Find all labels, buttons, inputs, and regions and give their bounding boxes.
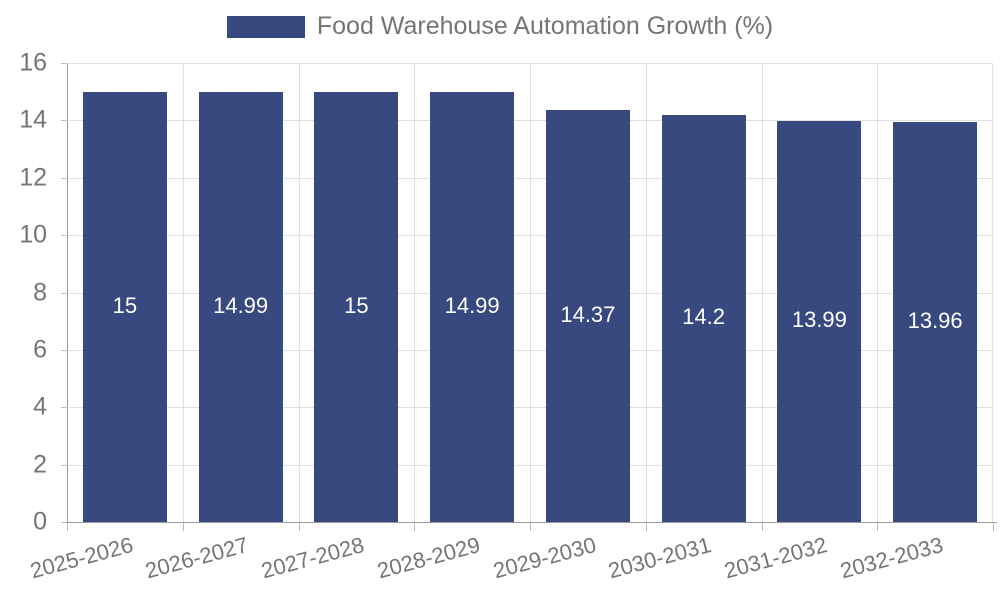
bar-value-label: 14.2	[682, 304, 726, 330]
x-tick-mark	[877, 523, 879, 531]
bar-value-label: 13.96	[907, 307, 963, 333]
y-tick-mark	[61, 292, 67, 294]
v-gridline	[298, 63, 300, 522]
y-tick-label: 10	[19, 220, 47, 249]
bar: 13.99	[777, 120, 862, 522]
v-gridline	[182, 63, 184, 522]
bar: 14.99	[198, 91, 283, 522]
x-tick-label: 2027-2028	[258, 532, 367, 584]
y-tick-mark	[61, 120, 67, 122]
x-tick-mark	[993, 523, 994, 531]
plot-area: 15 14.99 15 14.99 14.37 14.2 13.99 13.96	[67, 63, 993, 522]
y-tick-mark	[61, 349, 67, 351]
bar-value-label: 15	[344, 292, 369, 318]
bar: 13.96	[893, 121, 978, 522]
x-tick-mark	[761, 523, 763, 531]
x-tick-mark	[414, 523, 416, 531]
x-tick-label: 2029-2030	[490, 532, 599, 584]
bar: 15	[82, 91, 167, 522]
legend-label: Food Warehouse Automation Growth (%)	[316, 12, 774, 40]
y-tick-mark	[61, 407, 67, 409]
y-tick-mark	[61, 63, 67, 64]
legend-swatch-icon	[226, 15, 305, 38]
bar: 14.2	[661, 114, 746, 522]
y-tick-label: 14	[19, 105, 47, 134]
y-tick-label: 4	[33, 392, 47, 421]
x-tick-label: 2032-2033	[837, 532, 946, 584]
bar-value-label: 13.99	[791, 307, 847, 333]
y-tick-mark	[61, 177, 67, 179]
x-tick-mark	[298, 523, 300, 531]
bar: 14.99	[430, 91, 515, 522]
y-tick-label: 8	[33, 278, 47, 306]
bar-value-label: 14.37	[560, 301, 616, 327]
x-tick-mark	[67, 523, 68, 531]
x-tick-label: 2025-2026	[27, 532, 136, 584]
x-tick-label: 2031-2032	[721, 532, 830, 584]
y-tick-mark	[61, 464, 67, 466]
x-tick-label: 2028-2029	[374, 532, 483, 584]
v-gridline	[992, 63, 993, 522]
y-tick-label: 16	[19, 48, 47, 77]
bar-value-label: 14.99	[213, 292, 269, 318]
x-tick-mark	[645, 523, 647, 531]
x-tick-label: 2026-2027	[142, 532, 252, 584]
bar: 14.37	[545, 109, 630, 522]
v-gridline	[414, 63, 416, 522]
x-tick-label: 2030-2031	[605, 532, 715, 584]
bar-value-label: 15	[112, 292, 138, 318]
y-tick-mark	[61, 235, 67, 237]
bar-value-label: 14.99	[444, 292, 500, 318]
x-axis-line	[63, 522, 997, 523]
y-tick-mark	[61, 522, 67, 523]
x-tick-mark	[182, 523, 184, 531]
y-tick-label: 6	[33, 335, 47, 364]
y-tick-label: 0	[33, 507, 47, 536]
v-gridline	[877, 63, 879, 522]
v-gridline	[645, 63, 647, 522]
x-tick-mark	[530, 523, 531, 531]
bar: 15	[314, 91, 399, 522]
legend[interactable]: Food Warehouse Automation Growth (%)	[0, 12, 1000, 41]
v-gridline	[530, 63, 531, 522]
y-tick-label: 2	[33, 450, 47, 479]
y-tick-label: 12	[19, 163, 47, 192]
v-gridline	[761, 63, 763, 522]
